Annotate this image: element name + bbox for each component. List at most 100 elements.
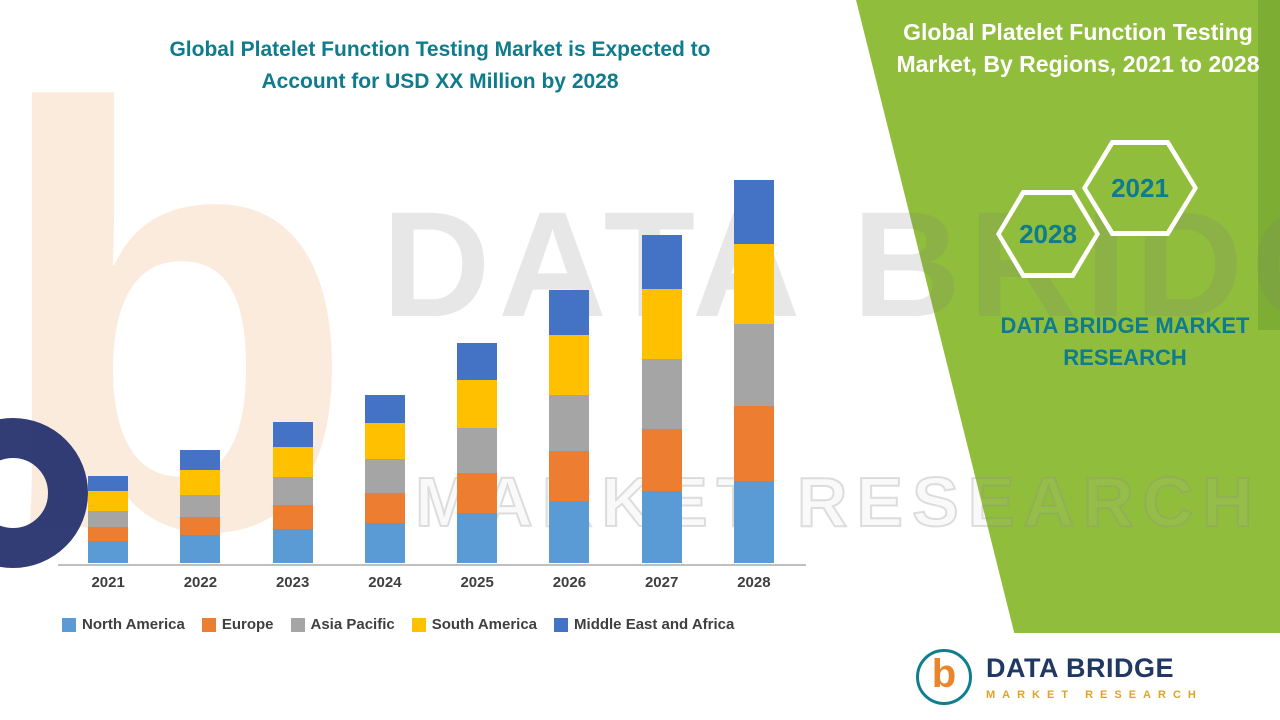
segment-europe bbox=[641, 429, 682, 491]
segment-middle-east-and-africa bbox=[272, 422, 313, 447]
stacked-bar-2025 bbox=[457, 343, 498, 563]
x-tick-label-2028: 2028 bbox=[737, 574, 771, 591]
x-tick-label-2026: 2026 bbox=[552, 574, 587, 591]
segment-north-america bbox=[457, 513, 498, 563]
legend-swatch-icon bbox=[62, 617, 76, 632]
bar-slot-2021 bbox=[62, 163, 154, 563]
segment-middle-east-and-africa bbox=[364, 395, 405, 423]
segment-europe bbox=[733, 406, 774, 481]
segment-south-america bbox=[272, 447, 313, 477]
legend-item-asia-pacific: Asia Pacific bbox=[290, 616, 395, 633]
segment-north-america bbox=[549, 501, 590, 563]
legend-item-south-america: South America bbox=[411, 616, 538, 633]
bar-slot-2025 bbox=[431, 163, 523, 563]
segment-south-america bbox=[180, 470, 221, 495]
stacked-bar-2022 bbox=[180, 450, 221, 563]
legend-label: South America bbox=[431, 616, 538, 633]
legend-label: Europe bbox=[221, 616, 274, 633]
logo-monogram: b bbox=[931, 652, 957, 696]
legend-label: Middle East and Africa bbox=[574, 616, 735, 633]
x-tick-label-2021: 2021 bbox=[91, 574, 125, 591]
segment-asia-pacific bbox=[457, 428, 498, 473]
footer-brand-name: DATA BRIDGE bbox=[986, 652, 1174, 683]
legend-swatch-icon bbox=[290, 617, 305, 632]
x-axis-line bbox=[58, 564, 806, 566]
footer-brand-subtitle: MARKET RESEARCH bbox=[986, 688, 1203, 701]
segment-europe bbox=[88, 527, 129, 541]
legend-swatch-icon bbox=[411, 617, 426, 632]
hexagon-year-label: 2028 bbox=[1019, 218, 1077, 249]
x-tick-label-2025: 2025 bbox=[460, 574, 494, 591]
panel-brand-text: DATA BRIDGE MARKET RESEARCH bbox=[930, 310, 1280, 374]
x-tick-label-2027: 2027 bbox=[644, 574, 679, 591]
segment-asia-pacific bbox=[733, 324, 774, 406]
segment-asia-pacific bbox=[88, 511, 129, 527]
segment-south-america bbox=[364, 423, 405, 459]
segment-europe bbox=[549, 451, 590, 501]
bar-slot-2026 bbox=[523, 163, 615, 563]
legend-item-north-america: North America bbox=[62, 616, 185, 633]
x-tick-label-2022: 2022 bbox=[183, 574, 218, 591]
segment-asia-pacific bbox=[641, 359, 682, 429]
bar-slot-2023 bbox=[247, 163, 339, 563]
segment-north-america bbox=[272, 529, 313, 563]
bar-slot-2028 bbox=[708, 163, 800, 563]
segment-north-america bbox=[364, 523, 405, 563]
segment-middle-east-and-africa bbox=[733, 180, 774, 244]
chart-title-line1: Global Platelet Function Testing Market … bbox=[169, 38, 711, 61]
panel-brand-line2: RESEARCH bbox=[1063, 344, 1187, 370]
bar-slot-2027 bbox=[616, 163, 708, 563]
segment-south-america bbox=[88, 491, 129, 511]
segment-north-america bbox=[641, 491, 682, 563]
data-bridge-logo-icon: b bbox=[916, 648, 972, 705]
footer-logo-text: DATA BRIDGE MARKET RESEARCH bbox=[986, 653, 1203, 701]
segment-south-america bbox=[457, 380, 498, 428]
x-axis-labels: 2021 2022 2023 2024 2025 2026 2027 2028 bbox=[62, 574, 800, 591]
legend-label: North America bbox=[82, 616, 185, 633]
stacked-bar-chart bbox=[62, 163, 800, 563]
x-tick-label-2023: 2023 bbox=[275, 574, 310, 591]
segment-asia-pacific bbox=[180, 495, 221, 517]
segment-south-america bbox=[733, 244, 774, 324]
segment-europe bbox=[364, 493, 405, 523]
segment-europe bbox=[272, 505, 313, 529]
segment-asia-pacific bbox=[549, 395, 590, 451]
chart-title-line2: Account for USD XX Million by 2028 bbox=[261, 69, 619, 93]
x-tick-label-2024: 2024 bbox=[368, 574, 402, 591]
segment-middle-east-and-africa bbox=[641, 235, 682, 289]
legend-item-europe: Europe bbox=[201, 616, 274, 633]
hexagon-badge-2021: 2021 bbox=[1082, 140, 1198, 236]
segment-north-america bbox=[180, 535, 221, 563]
segment-south-america bbox=[641, 289, 682, 359]
stacked-bar-2023 bbox=[272, 422, 313, 563]
segment-north-america bbox=[88, 541, 129, 563]
stacked-bar-2021 bbox=[88, 476, 129, 563]
green-edge-strip-decoration bbox=[1258, 0, 1280, 330]
segment-middle-east-and-africa bbox=[549, 290, 590, 335]
stacked-bar-2027 bbox=[641, 235, 682, 563]
legend-label: Asia Pacific bbox=[310, 616, 395, 633]
bar-slot-2024 bbox=[339, 163, 431, 563]
panel-heading: Global Platelet Function Testing Market,… bbox=[896, 19, 1260, 78]
stacked-bar-2024 bbox=[364, 395, 405, 563]
segment-middle-east-and-africa bbox=[457, 343, 498, 380]
chart-legend: North America Europe Asia Pacific South Ame… bbox=[62, 616, 842, 633]
segment-middle-east-and-africa bbox=[88, 476, 129, 491]
stacked-bar-2026 bbox=[549, 290, 590, 563]
legend-swatch-icon bbox=[201, 617, 216, 632]
chart-title: Global Platelet Function Testing Market … bbox=[110, 34, 770, 97]
segment-europe bbox=[180, 517, 221, 535]
panel-brand-line1: DATA BRIDGE MARKET bbox=[1000, 313, 1250, 338]
legend-swatch-icon bbox=[554, 617, 569, 632]
segment-middle-east-and-africa bbox=[180, 450, 221, 470]
stacked-bar-2028 bbox=[733, 180, 774, 563]
segment-north-america bbox=[733, 481, 774, 563]
segment-asia-pacific bbox=[272, 477, 313, 505]
hexagon-badge-2028: 2028 bbox=[996, 190, 1100, 278]
footer-logo-strip: b DATA BRIDGE MARKET RESEARCH bbox=[872, 633, 1280, 720]
segment-south-america bbox=[549, 335, 590, 395]
segment-asia-pacific bbox=[364, 459, 405, 493]
hexagon-year-label: 2021 bbox=[1111, 172, 1169, 203]
legend-item-middle-east-and-africa: Middle East and Africa bbox=[554, 616, 734, 633]
